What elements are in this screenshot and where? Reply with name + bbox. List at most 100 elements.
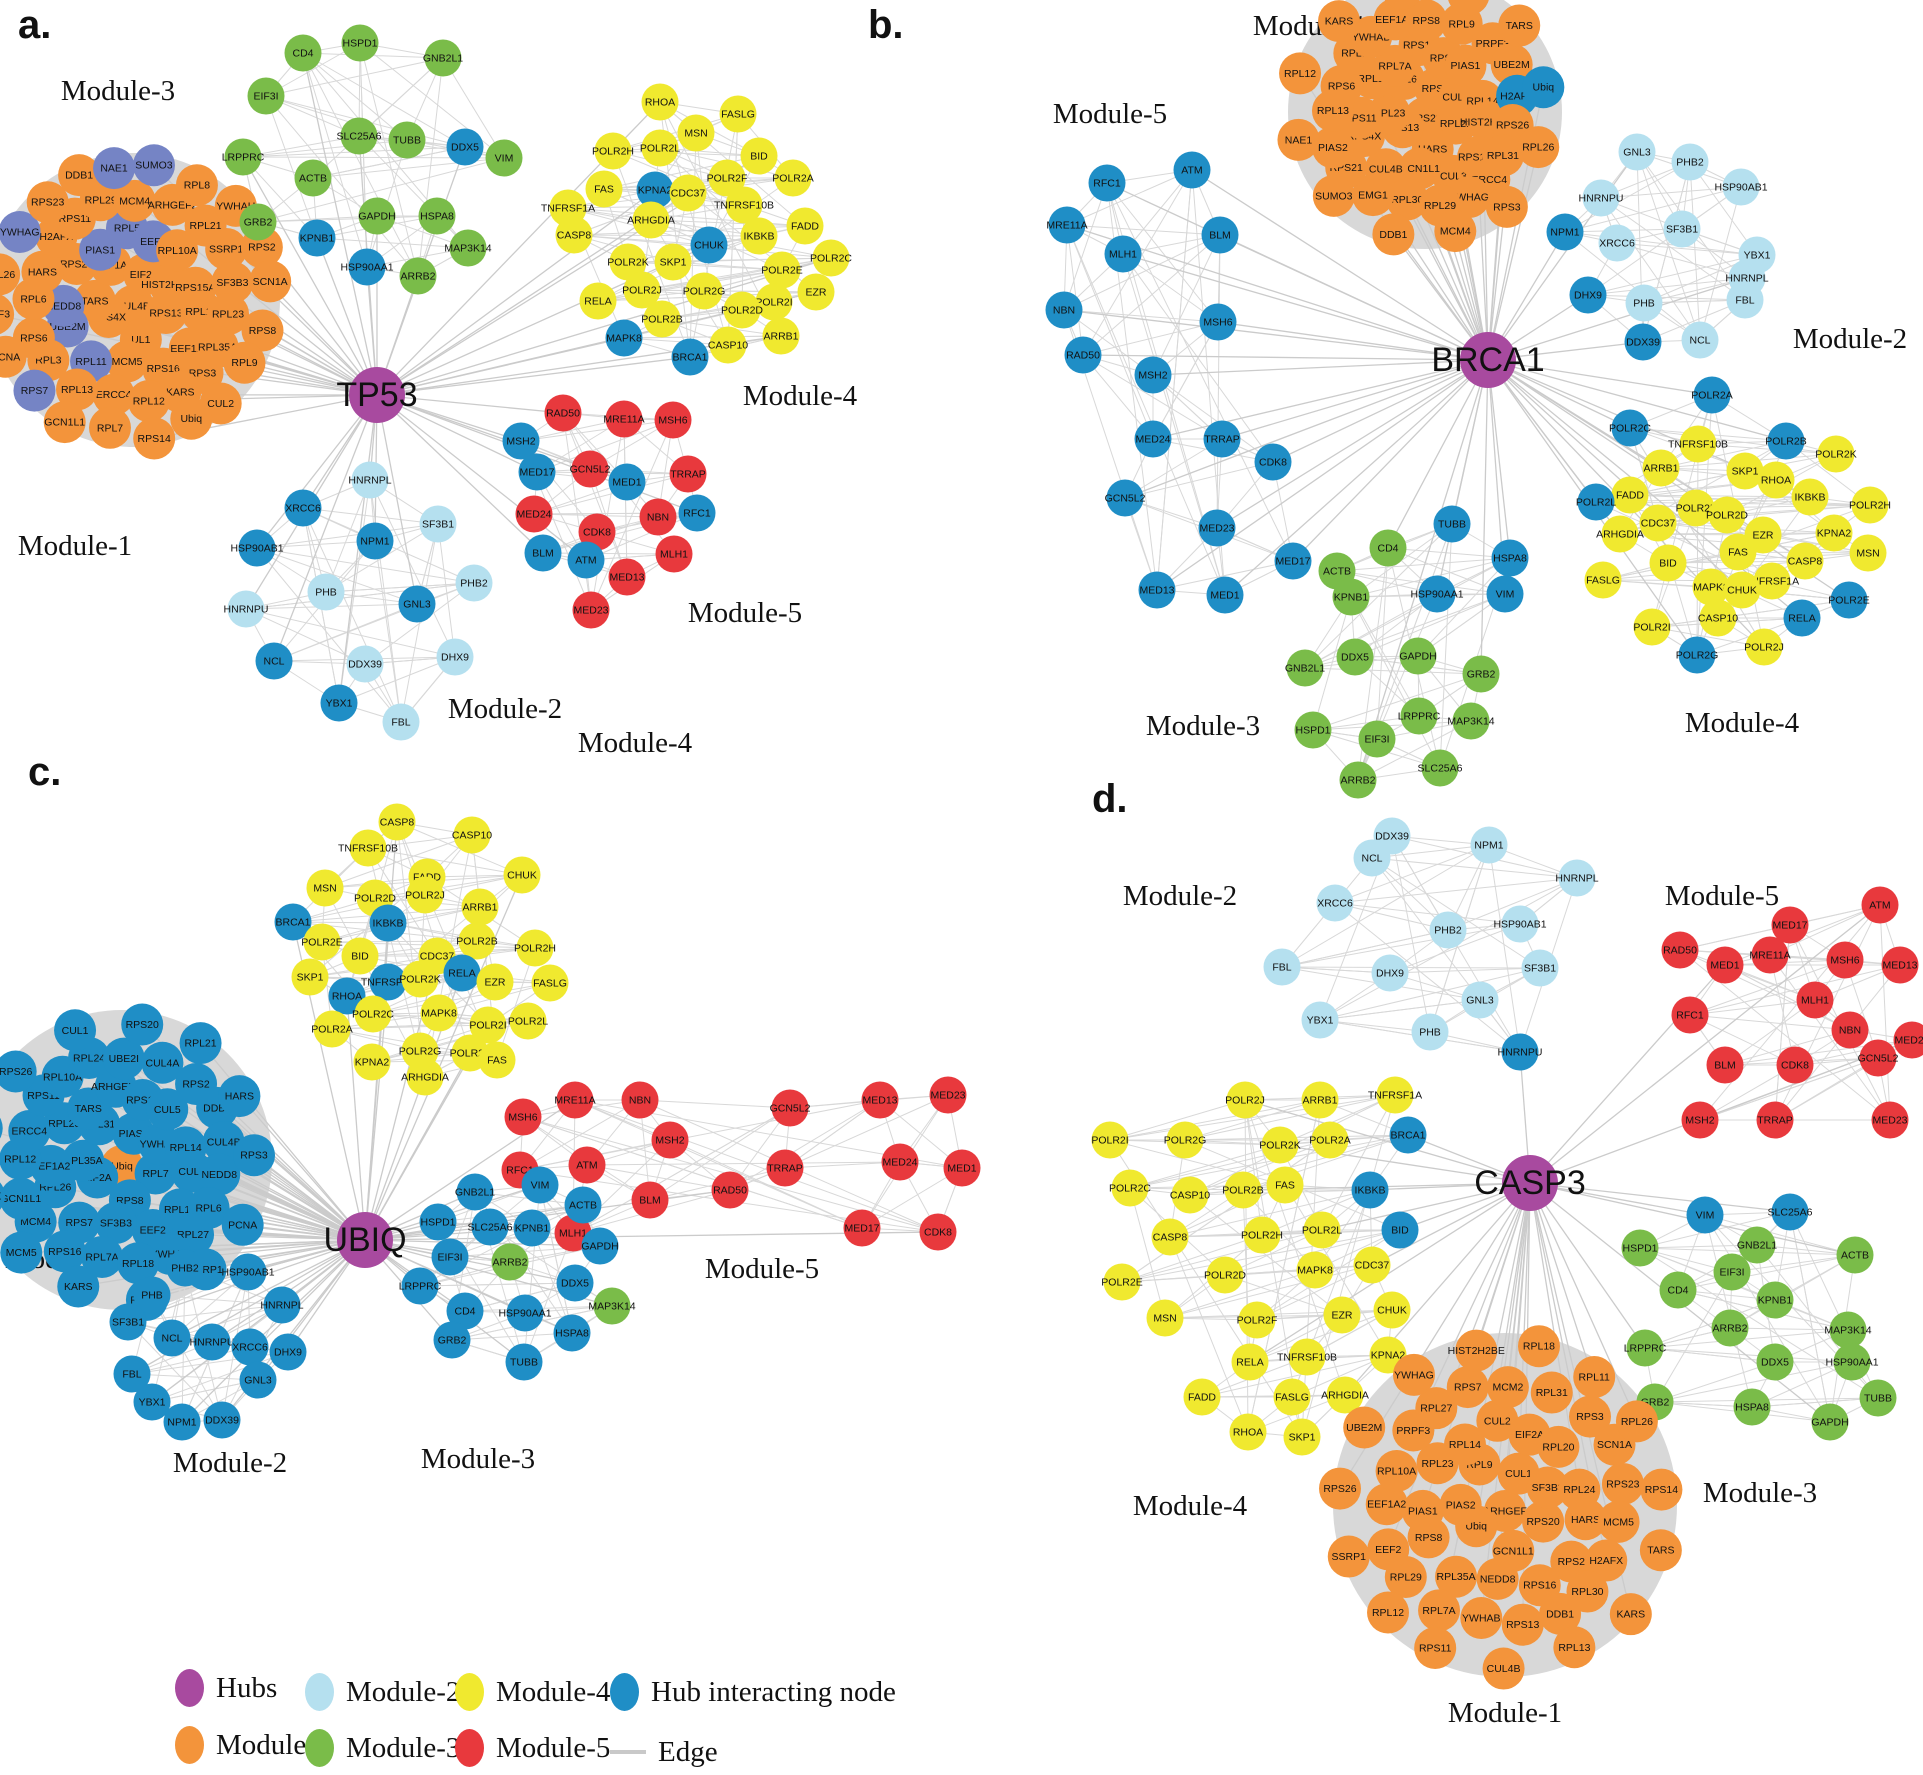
gene-node[interactable]: MED24	[881, 1143, 919, 1181]
gene-node[interactable]: CUL2	[1476, 1399, 1519, 1442]
gene-node[interactable]: HARS	[1564, 1498, 1607, 1541]
gene-node[interactable]: IKBKB	[369, 904, 407, 942]
gene-node[interactable]: CD4	[284, 34, 322, 72]
gene-node[interactable]: BID	[1381, 1211, 1419, 1249]
gene-node[interactable]: KPNA2	[636, 171, 674, 209]
gene-node[interactable]: RAD50	[1064, 336, 1102, 374]
gene-node[interactable]: TARS	[1639, 1529, 1682, 1572]
gene-node[interactable]: GAPDH	[1399, 637, 1437, 675]
gene-node[interactable]: MSN	[306, 869, 344, 907]
gene-node[interactable]: GCN1L1	[43, 401, 86, 444]
gene-node[interactable]: MCM2	[1486, 1366, 1529, 1409]
gene-node[interactable]: TUBB	[505, 1343, 543, 1381]
gene-node[interactable]: HSP90AA1	[1410, 575, 1464, 613]
gene-node[interactable]: MSH2	[1681, 1101, 1719, 1139]
gene-node[interactable]: HSP90AB1	[1714, 168, 1768, 206]
gene-node[interactable]: PHB	[133, 1276, 171, 1314]
gene-node[interactable]: HSPA8	[1733, 1388, 1771, 1426]
gene-node[interactable]: MSN	[677, 114, 715, 152]
gene-node[interactable]: PHB2	[166, 1249, 204, 1287]
gene-node[interactable]: H2AFX	[1585, 1539, 1628, 1582]
gene-node[interactable]: MCM5	[1597, 1500, 1640, 1543]
gene-node[interactable]: HNRNPU	[1579, 179, 1624, 217]
gene-node[interactable]: MLH1	[1104, 235, 1142, 273]
gene-node[interactable]: IKBKB	[740, 217, 778, 255]
gene-node[interactable]: POLR2H	[514, 929, 556, 967]
gene-node[interactable]: EIF3I	[1713, 1253, 1751, 1291]
gene-node[interactable]: FAS	[478, 1041, 516, 1079]
gene-node[interactable]: HSPA8	[418, 197, 456, 235]
gene-node[interactable]: SKP1	[1726, 452, 1764, 490]
gene-node[interactable]: GCN5L2	[1858, 1039, 1899, 1077]
gene-node[interactable]: CHUK	[1723, 571, 1761, 609]
gene-node[interactable]: ATM	[1861, 886, 1899, 924]
gene-node[interactable]: ARRB2	[491, 1243, 529, 1281]
gene-node[interactable]: GAPDH	[358, 197, 396, 235]
gene-node[interactable]: MRE11A	[554, 1081, 596, 1119]
gene-node[interactable]: POLR2L	[640, 129, 680, 167]
gene-node[interactable]: POLR2I	[1633, 608, 1671, 646]
gene-node[interactable]: HSP90AA1	[1825, 1343, 1879, 1381]
gene-node[interactable]: GRB2	[1462, 655, 1500, 693]
gene-node[interactable]: TRRAP	[1756, 1101, 1794, 1139]
gene-node[interactable]: POLR2H	[592, 132, 634, 170]
gene-node[interactable]: MSH2	[502, 422, 540, 460]
gene-node[interactable]: RPL8	[175, 164, 218, 207]
gene-node[interactable]: SF3B1	[1663, 210, 1701, 248]
gene-node[interactable]: RPS26	[0, 1050, 37, 1093]
gene-node[interactable]: RPL18	[1517, 1325, 1560, 1368]
gene-node[interactable]: RPL26	[0, 253, 21, 296]
gene-node[interactable]: MCM5	[0, 1231, 43, 1274]
gene-node[interactable]: POLR2I	[469, 1006, 507, 1044]
gene-node[interactable]: KPNB1	[1332, 578, 1370, 616]
gene-node[interactable]: KPNB1	[513, 1209, 551, 1247]
gene-node[interactable]: CHUK	[1373, 1291, 1411, 1329]
gene-node[interactable]: VIM	[1486, 575, 1524, 613]
gene-node[interactable]: RAD50	[1661, 931, 1699, 969]
gene-node[interactable]: RHOA	[641, 83, 679, 121]
gene-node[interactable]: NCL	[1353, 839, 1391, 877]
gene-node[interactable]: NAE1	[1277, 118, 1320, 161]
gene-node[interactable]: RPL27	[1415, 1387, 1458, 1430]
gene-node[interactable]: GCN1L1	[0, 1177, 42, 1220]
gene-node[interactable]: VIM	[1686, 1196, 1724, 1234]
gene-node[interactable]: SCN1A	[249, 260, 292, 303]
gene-node[interactable]: RELA	[579, 282, 617, 320]
gene-node[interactable]: RELA	[1231, 1343, 1269, 1381]
hub-node[interactable]: TP53	[336, 367, 418, 423]
gene-node[interactable]: RPL12	[127, 380, 170, 423]
gene-node[interactable]: RPL14	[1443, 1423, 1486, 1466]
gene-node[interactable]: YBX1	[133, 1383, 171, 1421]
gene-node[interactable]: RPL26	[1615, 1400, 1658, 1443]
gene-node[interactable]: POLR2J	[1225, 1081, 1265, 1119]
gene-node[interactable]: CUL4B	[1482, 1647, 1525, 1690]
gene-node[interactable]: MCM4	[1434, 210, 1477, 253]
gene-node[interactable]: PHB2	[1671, 143, 1709, 181]
gene-node[interactable]: HSPD1	[419, 1203, 457, 1241]
gene-node[interactable]: MCM5	[106, 340, 149, 383]
gene-node[interactable]: CASP10	[708, 326, 748, 364]
gene-node[interactable]: BLM	[524, 534, 562, 572]
gene-node[interactable]: SSRP1	[1327, 1535, 1370, 1578]
gene-node[interactable]: RAD50	[711, 1171, 749, 1209]
gene-node[interactable]: NBN	[1831, 1011, 1869, 1049]
gene-node[interactable]: YBX1	[1301, 1001, 1339, 1039]
gene-node[interactable]: POLR2B	[456, 922, 498, 960]
gene-node[interactable]: MCM4	[113, 179, 156, 222]
gene-node[interactable]: MRE11A	[603, 400, 645, 438]
gene-node[interactable]: UBE2M	[1490, 43, 1533, 86]
gene-node[interactable]: ARRB1	[461, 888, 499, 926]
gene-node[interactable]: XRCC6	[1316, 884, 1354, 922]
gene-node[interactable]: TNFRSF10B	[1277, 1338, 1337, 1376]
gene-node[interactable]: RPL7A	[1418, 1589, 1461, 1632]
gene-node[interactable]: PIAS1	[1401, 1489, 1444, 1532]
gene-node[interactable]: SKP1	[291, 958, 329, 996]
gene-node[interactable]: CUL5	[146, 1088, 189, 1131]
gene-node[interactable]: NPM1	[1470, 826, 1508, 864]
gene-node[interactable]: RPL20	[1537, 1425, 1580, 1468]
gene-node[interactable]: RPS7	[13, 369, 56, 412]
gene-node[interactable]: POLR2C	[810, 239, 852, 277]
gene-node[interactable]: GNB2L1	[1285, 649, 1325, 687]
gene-node[interactable]: NCL	[1681, 321, 1719, 359]
gene-node[interactable]: DDX39	[203, 1401, 241, 1439]
